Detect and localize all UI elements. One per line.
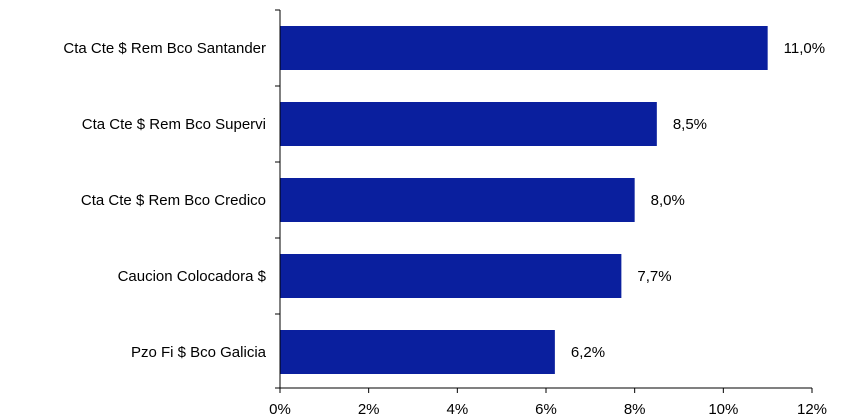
category-label-0: Cta Cte $ Rem Bco Santander [63,40,266,57]
category-label-2: Cta Cte $ Rem Bco Credico [81,192,266,209]
x-tick-label-4: 8% [624,401,646,418]
x-tick-label-5: 10% [708,401,738,418]
x-tick-label-2: 4% [446,401,468,418]
x-tick-label-0: 0% [269,401,291,418]
category-label-3: Caucion Colocadora $ [118,268,267,285]
category-label-4: Pzo Fi $ Bco Galicia [131,344,267,361]
value-label-3: 7,7% [637,268,671,285]
x-tick-label-1: 2% [358,401,380,418]
x-tick-label-6: 12% [797,401,827,418]
value-label-2: 8,0% [651,192,685,209]
value-labels: 11,0% 8,5% 8,0% 7,7% 6,2% [571,40,825,361]
bar-2 [280,178,635,222]
axes-group [275,9,813,393]
x-tick-labels: 0% 2% 4% 6% 8% 10% 12% [269,401,827,418]
bars-group [280,26,768,374]
x-tick-label-3: 6% [535,401,557,418]
category-label-1: Cta Cte $ Rem Bco Supervi [82,116,266,133]
value-label-1: 8,5% [673,116,707,133]
bar-0 [280,26,768,70]
value-label-0: 11,0% [784,40,825,57]
bar-3 [280,254,622,298]
category-labels: Cta Cte $ Rem Bco Santander Cta Cte $ Rem… [63,40,266,361]
value-label-4: 6,2% [571,344,605,361]
bar-4 [280,330,555,374]
bar-1 [280,102,657,146]
